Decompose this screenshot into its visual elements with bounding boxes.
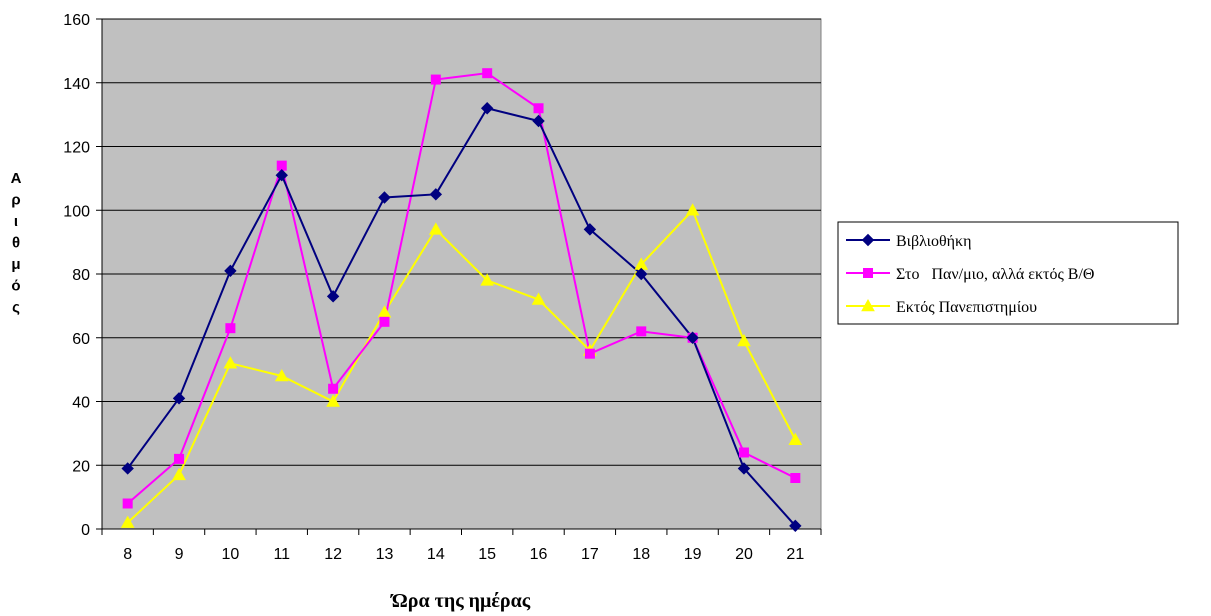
y-axis-title-char: ό: [11, 278, 20, 295]
x-tick-label: 17: [581, 546, 599, 563]
data-point: [584, 348, 595, 359]
data-point: [225, 323, 236, 334]
y-tick-label: 0: [81, 522, 90, 539]
data-point: [636, 326, 647, 337]
data-point: [430, 74, 441, 85]
series-lines: [126, 72, 797, 527]
data-point: [121, 462, 134, 475]
y-axis-title-char: ρ: [11, 192, 20, 209]
data-point: [378, 191, 391, 204]
data-point: [122, 498, 133, 509]
legend-box: [837, 221, 1179, 325]
y-axis-title-char: ι: [14, 213, 18, 230]
x-tick-label: 9: [175, 546, 184, 563]
data-point: [276, 160, 287, 171]
data-point: [635, 267, 648, 281]
x-tick-label: 15: [478, 546, 496, 563]
data-point: [379, 316, 390, 327]
y-axis-title-char: Α: [11, 170, 22, 187]
series-line: [127, 72, 796, 505]
data-point: [737, 462, 751, 475]
legend-swatch-marker: [861, 233, 875, 247]
x-tick-label: 16: [530, 546, 548, 563]
x-tick-label: 10: [221, 546, 239, 563]
data-point: [532, 114, 545, 128]
data-point: [789, 519, 802, 533]
x-tick-labels: 8 9 10 11 12 13 14 15 16 17 18 19 20 21: [123, 546, 804, 563]
data-point: [274, 368, 289, 382]
x-tick-label: 14: [427, 546, 445, 563]
data-point: [428, 222, 443, 235]
data-point: [172, 467, 186, 481]
data-point: [120, 515, 135, 528]
data-point: [686, 331, 699, 344]
data-point: [738, 447, 749, 458]
data-point: [172, 392, 186, 405]
y-tick-label: 160: [63, 12, 90, 29]
x-tick-label: 8: [123, 546, 132, 563]
y-tick-labels: 0 20 40 60 80 100 120 140 160: [63, 12, 90, 539]
x-tick-label: 20: [735, 546, 753, 563]
gridlines: [102, 18, 821, 466]
y-tick-label: 80: [72, 267, 90, 284]
x-tick-label: 21: [786, 546, 804, 563]
series-line: [126, 107, 797, 527]
x-tick-label: 19: [684, 546, 702, 563]
x-tick-label: 13: [376, 546, 394, 563]
x-axis-title: Ώρα της ημέρας: [390, 590, 531, 612]
x-tick-label: 18: [632, 546, 650, 563]
data-point: [429, 188, 443, 201]
x-tick-label: 11: [273, 546, 290, 563]
data-point: [223, 356, 238, 369]
data-point: [533, 103, 544, 114]
data-point: [685, 203, 700, 216]
series-line: [126, 208, 797, 524]
y-tick-label: 140: [63, 76, 90, 93]
legend: Βιβλιοθήκη Στο Παν/μιο, αλλά εκτός Β/Θ Εκτ…: [837, 221, 1179, 325]
legend-label: Βιβλιοθήκη: [896, 233, 971, 250]
axes: [96, 18, 822, 535]
data-point: [174, 453, 185, 464]
data-point: [480, 273, 495, 286]
legend-swatch-marker: [863, 268, 873, 278]
y-tick-label: 60: [72, 331, 90, 348]
x-tick-label: 12: [324, 546, 342, 563]
data-point: [583, 223, 597, 236]
series-markers: [120, 68, 803, 533]
y-axis-title-char: μ: [11, 256, 20, 273]
data-point: [482, 68, 493, 79]
legend-swatch-marker: [861, 298, 875, 312]
data-point: [790, 473, 801, 483]
data-point: [224, 264, 237, 278]
data-point: [275, 168, 288, 182]
data-point: [788, 432, 803, 446]
data-point: [737, 333, 751, 347]
y-tick-label: 20: [72, 458, 90, 475]
legend-label: Στο Παν/μιο, αλλά εκτός Β/Θ: [896, 266, 1094, 283]
y-tick-label: 40: [72, 395, 90, 412]
y-axis-title-char: ς: [12, 299, 20, 316]
legend-label: Εκτός Πανεπιστημίου: [896, 299, 1037, 316]
y-tick-label: 120: [63, 140, 90, 157]
data-point: [480, 102, 494, 115]
y-axis-title-char: θ: [12, 235, 20, 252]
data-point: [531, 292, 546, 305]
data-point: [326, 290, 340, 303]
data-point: [326, 394, 340, 407]
data-point: [328, 383, 339, 394]
y-tick-label: 100: [63, 203, 90, 220]
